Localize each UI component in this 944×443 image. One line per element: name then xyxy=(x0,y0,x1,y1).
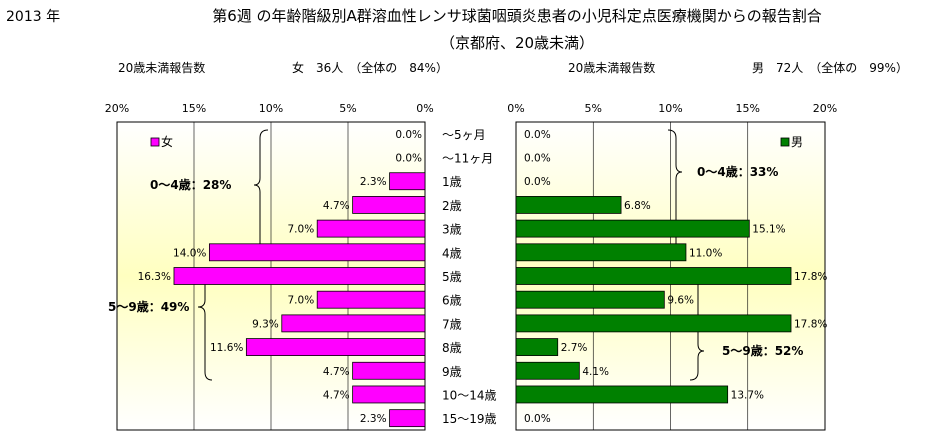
female-bar xyxy=(208,243,426,262)
age-category-label: 6歳 xyxy=(442,294,462,308)
female-bar xyxy=(389,409,426,428)
male-value-label: 9.6% xyxy=(667,295,694,307)
male-value-label: 15.1% xyxy=(752,224,785,236)
female-value-label: 7.0% xyxy=(288,224,315,236)
age-category-label: 3歳 xyxy=(442,223,462,237)
age-category-label: 5歳 xyxy=(442,270,462,284)
x-tick-label: 0% xyxy=(507,102,524,115)
male-value-label: 0.0% xyxy=(524,129,551,141)
female-legend-swatch xyxy=(150,137,160,147)
right-x-axis: 0% 5% 10% 15% 20% xyxy=(507,102,837,115)
male-value-label: 6.8% xyxy=(624,200,651,212)
female-value-label: 14.0% xyxy=(173,247,206,259)
age-category-label: ～5ヶ月 xyxy=(442,128,486,142)
female-bar xyxy=(352,196,426,214)
male-series xyxy=(515,196,792,404)
female-value-label: 4.7% xyxy=(323,366,350,378)
female-bar xyxy=(173,267,426,285)
female-bar xyxy=(352,361,426,380)
female-value-label: 11.6% xyxy=(210,342,243,354)
right-subtitle: 20歳未満報告数 xyxy=(568,60,655,75)
male-value-label: 2.7% xyxy=(561,342,588,354)
age-category-label: ～11ヶ月 xyxy=(442,152,493,166)
male-bar xyxy=(515,196,622,214)
x-tick-label: 20% xyxy=(105,102,129,115)
male-bar xyxy=(515,361,580,380)
male-value-label: 0.0% xyxy=(524,153,551,165)
left-total: 女 36人 （全体の 84%） xyxy=(292,60,448,75)
male-value-label: 11.0% xyxy=(689,247,722,259)
age-category-label: 4歳 xyxy=(442,246,462,260)
left-x-axis: 0% 5% 10% 15% 20% xyxy=(105,102,434,115)
female-legend-label: 女 xyxy=(161,134,173,149)
female-value-label: 2.3% xyxy=(360,413,387,425)
male-value-label: 0.0% xyxy=(524,176,551,188)
age-category-label: 7歳 xyxy=(442,317,462,331)
age-category-label: 8歳 xyxy=(442,341,462,355)
female-value-label: 2.3% xyxy=(360,176,387,188)
x-tick-label: 20% xyxy=(813,102,837,115)
left-annotation-0-4: 0～4歳：28% xyxy=(150,177,231,192)
male-data-labels: 0.0% 0.0% 0.0% 6.8% 15.1% 11.0% 17.8% 9.6% 17.8%… xyxy=(524,129,827,425)
chart-title: 第6週 の年齢階級別A群溶血性レンサ球菌咽頭炎患者の小児科定点医療機関からの報告… xyxy=(212,7,822,25)
male-value-label: 4.1% xyxy=(582,366,609,378)
age-category-label: 15～19歳 xyxy=(442,412,497,426)
right-annotation-5-9: 5～9歳：52% xyxy=(722,343,803,358)
male-bar xyxy=(515,314,792,333)
female-data-labels: 0.0% 0.0% 2.3% 4.7% 7.0% 14.0%16.3% 7.0% 9.3% 11… xyxy=(138,129,422,425)
male-value-label: 13.7% xyxy=(731,389,764,401)
age-category-label: 1歳 xyxy=(442,175,462,189)
female-value-label: 4.7% xyxy=(323,389,350,401)
x-tick-label: 15% xyxy=(182,102,206,115)
female-bar xyxy=(245,338,426,356)
x-tick-label: 0% xyxy=(416,102,433,115)
male-value-label: 0.0% xyxy=(524,413,551,425)
age-category-label: 9歳 xyxy=(442,365,462,379)
female-value-label: 0.0% xyxy=(395,153,422,165)
female-value-label: 0.0% xyxy=(395,129,422,141)
male-bar xyxy=(515,243,687,262)
left-annotation-5-9: 5～9歳：49% xyxy=(108,299,189,314)
left-subtitle: 20歳未満報告数 xyxy=(118,60,205,75)
female-bar xyxy=(389,172,426,191)
x-tick-label: 5% xyxy=(339,102,356,115)
year-label: 2013 年 xyxy=(6,9,60,25)
age-category-labels: ～5ヶ月 ～11ヶ月 1歳 2歳 3歳 4歳 5歳 6歳 7歳 8歳 9歳 10～14歳 15～19歳 xyxy=(442,128,497,426)
right-total: 男 72人 （全体の 99%） xyxy=(752,60,908,75)
male-bar xyxy=(515,338,559,356)
female-value-label: 9.3% xyxy=(252,318,279,330)
male-legend-swatch xyxy=(780,137,790,147)
female-bar xyxy=(352,385,426,404)
male-value-label: 17.8% xyxy=(794,271,827,283)
male-bar xyxy=(515,385,729,404)
male-legend-label: 男 xyxy=(791,135,803,149)
female-bar xyxy=(281,314,426,333)
age-category-label: 2歳 xyxy=(442,199,462,213)
female-value-label: 16.3% xyxy=(138,271,171,283)
male-bar xyxy=(515,219,750,238)
age-category-label: 10～14歳 xyxy=(442,388,497,402)
male-bar xyxy=(515,267,792,285)
x-tick-label: 5% xyxy=(585,102,602,115)
x-tick-label: 10% xyxy=(259,102,283,115)
female-value-label: 7.0% xyxy=(288,295,315,307)
right-annotation-0-4: 0～4歳：33% xyxy=(697,164,778,179)
male-bar xyxy=(515,290,665,309)
male-value-label: 17.8% xyxy=(794,318,827,330)
female-series xyxy=(173,172,426,428)
chart-subtitle: （京都府、20歳未満） xyxy=(440,34,594,52)
x-tick-label: 15% xyxy=(736,102,760,115)
female-bar xyxy=(316,290,426,309)
female-value-label: 4.7% xyxy=(323,200,350,212)
female-bar xyxy=(316,219,426,238)
x-tick-label: 10% xyxy=(658,102,682,115)
